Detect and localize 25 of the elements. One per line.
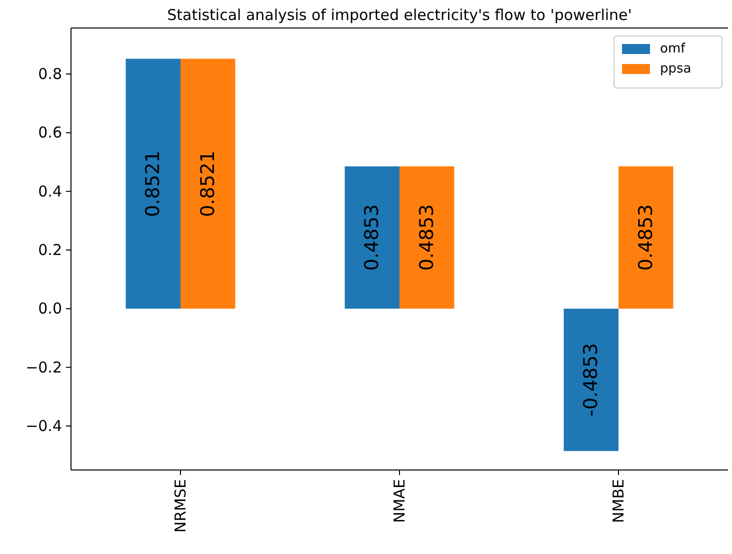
y-tick-label: 0.0 — [38, 300, 62, 318]
data-label: 0.8521 — [196, 150, 219, 217]
x-tick-label: NRMSE — [172, 479, 190, 533]
y-tick-label: 0.2 — [38, 241, 62, 260]
y-tick-label: 0.6 — [38, 124, 62, 142]
y-tick-label: −0.2 — [26, 358, 62, 376]
chart-title: Statistical analysis of imported electricity's flow to 'powerline' — [167, 6, 632, 24]
x-tick-label: NMBE — [610, 479, 628, 523]
data-label: 0.4853 — [634, 204, 657, 271]
data-label: 0.4853 — [416, 204, 438, 271]
bar — [618, 166, 674, 309]
y-tick-label: −0.4 — [26, 417, 62, 436]
bar — [564, 308, 618, 452]
y-tick-label: 0.4 — [38, 182, 62, 200]
legend-label: omf — [660, 42, 686, 56]
data-label: -0.4853 — [580, 343, 602, 417]
legend-label: ppsa — [660, 62, 692, 76]
y-tick-label: 0.8 — [38, 65, 62, 84]
bar — [344, 166, 400, 309]
x-tick-label: NMAE — [390, 479, 408, 523]
data-label: 0.8521 — [142, 150, 164, 217]
bar — [126, 58, 180, 309]
bar — [400, 166, 454, 309]
bar — [180, 58, 236, 309]
data-label: 0.4853 — [361, 204, 384, 271]
